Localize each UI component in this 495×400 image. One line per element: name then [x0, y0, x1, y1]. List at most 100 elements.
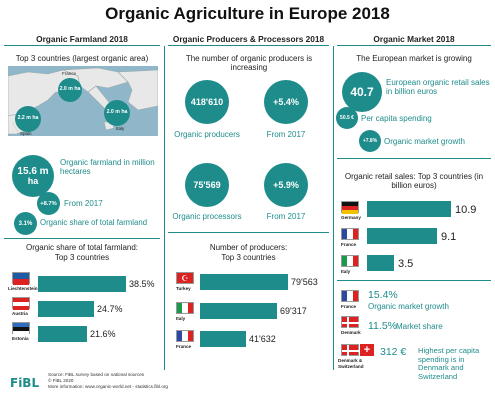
- map-bubble-spain-value: 2.2 m ha: [17, 115, 39, 122]
- share-country-liechtenstein: Liechtenstein: [8, 286, 38, 291]
- farmland-growth-circle: +8.7%: [37, 192, 60, 215]
- top-producers-title: Number of producers:: [209, 243, 288, 252]
- producers-value: 418'610: [190, 97, 224, 107]
- producers-label: Organic producers: [174, 130, 240, 139]
- sales-title: Organic retail sales: Top 3 countries (i…: [344, 172, 484, 191]
- sales-value-france: 9.1: [441, 231, 457, 243]
- producers-value-italy: 69'317: [280, 306, 307, 316]
- retail-value: 40.7: [350, 85, 374, 99]
- share-bar-liechtenstein: [38, 276, 126, 292]
- share-value-liechtenstein: 38.5%: [129, 279, 155, 289]
- stat-country-denmark: Denmark: [341, 330, 361, 335]
- stat-value-denmark: 11.5%: [368, 320, 397, 332]
- farmland-growth-label: From 2017: [64, 199, 103, 208]
- stat-value-france: 15.4%: [368, 289, 398, 301]
- producers-heading: Organic Producers & Processors 2018: [172, 34, 325, 44]
- map-bubble-italy-value: 2.0 m ha: [106, 109, 128, 116]
- footer-more-info: More information: www.organic-world.net …: [48, 384, 168, 389]
- retail-value-circle: 40.7: [342, 72, 382, 112]
- processors-growth-label: From 2017: [266, 212, 306, 221]
- producers-country-france: France: [176, 344, 192, 349]
- market-growth-circle: +7.8%: [359, 130, 381, 152]
- sales-country-italy: Italy: [341, 269, 351, 274]
- flag-estonia-icon: [12, 322, 30, 335]
- share-country-estonia: Estonia: [12, 336, 29, 341]
- flag-denmark-icon: [341, 316, 360, 329]
- producers-growth-label: From 2017: [266, 130, 306, 139]
- flag-austria-icon: [12, 297, 30, 310]
- footer-copyright: © FiBL 2020: [48, 378, 74, 383]
- stat-label-denmark: Market share: [396, 322, 443, 331]
- market-intro: The European market is growing: [356, 54, 472, 63]
- share-bar-estonia: [38, 326, 87, 342]
- share-bar-austria: [38, 301, 94, 317]
- processors-value: 75'569: [193, 180, 221, 190]
- per-capita-label: Per capita spending: [361, 114, 432, 123]
- stat-label-france: Organic market growth: [368, 302, 449, 311]
- producers-country-turkey: Turkey: [176, 286, 191, 291]
- processors-value-circle: 75'569: [185, 163, 229, 207]
- processors-growth-value: +5.9%: [273, 180, 299, 190]
- farmland-heading-rule: [4, 45, 160, 46]
- map-label-spain: Spain: [20, 131, 32, 136]
- share-country-austria: Austria: [12, 311, 28, 316]
- producers-bar-france: [200, 331, 246, 347]
- producers-value-circle: 418'610: [185, 80, 229, 124]
- producers-intro: The number of organic producers is incre…: [185, 54, 313, 73]
- column-divider-left: [164, 46, 165, 370]
- producers-divider: [168, 232, 329, 233]
- flag-italy-icon: [176, 302, 194, 314]
- processors-label: Organic processors: [172, 212, 242, 221]
- map-bubble-spain: 2.2 m ha: [15, 106, 41, 132]
- map-label-italy: Italy: [116, 126, 125, 131]
- sales-bar-germany: [367, 201, 451, 217]
- sales-value-italy: 3.5: [398, 258, 414, 270]
- sales-value-germany: 10.9: [455, 204, 477, 216]
- producers-growth-value: +5.4%: [273, 97, 299, 107]
- flag-italy-market-icon: [341, 255, 359, 267]
- farmland-value-main: 15.6 m: [17, 165, 49, 177]
- stat-country-france: France: [341, 304, 357, 309]
- map-title: Top 3 countries (largest organic area): [15, 54, 149, 63]
- market-divider-top: [337, 158, 491, 159]
- market-heading: Organic Market 2018: [373, 34, 455, 44]
- flag-germany-icon: [341, 201, 359, 214]
- producers-bar-italy: [200, 303, 277, 319]
- farmland-divider: [4, 238, 160, 239]
- processors-growth-circle: +5.9%: [264, 163, 308, 207]
- flag-liechtenstein-icon: [12, 272, 30, 285]
- farmland-share-value: 3.1%: [18, 220, 33, 227]
- sales-country-germany: Germany: [341, 215, 361, 220]
- farmland-growth-value: +8.7%: [40, 200, 57, 207]
- per-capita-value: 50.5 €: [340, 115, 354, 121]
- flag-switzerland-icon: +: [360, 344, 374, 356]
- map-bubble-italy: 2.0 m ha: [104, 100, 130, 126]
- farmland-heading: Organic Farmland 2018: [36, 34, 128, 44]
- producers-growth-circle: +5.4%: [264, 80, 308, 124]
- farmland-value-circle: 15.6 m ha: [12, 155, 54, 197]
- column-divider-right: [333, 46, 334, 370]
- producers-value-turkey: 79'563: [291, 277, 318, 287]
- farmland-value-label: Organic farmland in million hectares: [60, 158, 155, 177]
- producers-country-italy: Italy: [176, 316, 186, 321]
- map-bubble-france: 2.0 m ha: [58, 78, 82, 102]
- farmland-value-unit: ha: [27, 175, 39, 186]
- producers-bar-turkey: [200, 274, 288, 290]
- stat-country-denmark-switzerland: Denmark & Switzerland: [338, 358, 364, 369]
- share-value-estonia: 21.6%: [90, 329, 116, 339]
- share-title: Organic share of total farmland:: [25, 243, 139, 252]
- flag-turkey-icon: ☪: [176, 272, 194, 284]
- footer-source: Source: FiBL survey based on national so…: [48, 372, 145, 377]
- market-heading-rule: [337, 45, 491, 46]
- sales-country-france: France: [341, 242, 357, 247]
- market-growth-value: +7.8%: [362, 138, 378, 144]
- per-capita-circle: 50.5 €: [336, 107, 358, 129]
- fibl-logo: FiBL: [10, 376, 40, 390]
- map-bubble-france-value: 2.0 m ha: [59, 86, 81, 93]
- share-subtitle: Top 3 countries: [54, 253, 110, 262]
- stat-label-per-capita: Highest per capita spending is in Denmar…: [418, 346, 480, 382]
- market-growth-label: Organic market growth: [384, 137, 465, 146]
- share-value-austria: 24.7%: [97, 304, 123, 314]
- page-title: Organic Agriculture in Europe 2018: [105, 4, 390, 23]
- flag-denmark-small-icon: [341, 344, 360, 357]
